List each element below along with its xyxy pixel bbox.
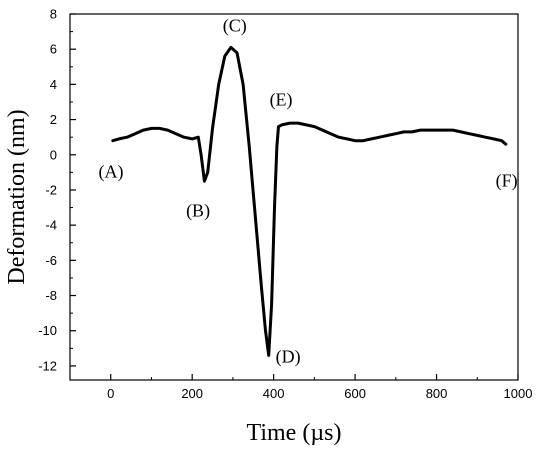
y-tick-label: -4: [45, 218, 57, 233]
annotation-layer: (A) (B) (C) (D) (E) (F): [99, 16, 518, 368]
point-annotation: (A): [99, 162, 124, 183]
point-annotation: (D): [276, 346, 301, 367]
deformation-line: [111, 45, 508, 357]
x-tick-label: 600: [344, 386, 366, 401]
point-annotation: (B): [186, 200, 210, 221]
y-tick-label: 6: [50, 42, 57, 57]
y-tick-label: 2: [50, 112, 57, 127]
x-tick-label: 400: [263, 386, 285, 401]
point-annotation: (E): [270, 90, 293, 111]
x-tick-label: 0: [107, 386, 114, 401]
plot-frame: [69, 13, 519, 381]
y-tick-label: -8: [45, 288, 57, 303]
point-annotation: (C): [223, 16, 247, 37]
ticks-layer: 0 200 400 600 800 1000 8 6 4 2 0 -2 -4 -6 -8 -10 -12: [38, 7, 532, 402]
x-tick-label: 1000: [504, 386, 533, 401]
y-tick-label: 4: [50, 77, 57, 92]
point-annotation: (F): [496, 170, 518, 191]
y-tick-label: -12: [38, 358, 57, 373]
y-tick-label: -10: [38, 323, 57, 338]
x-axis-title: Time (µs): [247, 420, 342, 446]
x-tick-label: 800: [426, 386, 448, 401]
x-tick-label: 200: [181, 386, 203, 401]
y-tick-label: 0: [50, 147, 57, 162]
y-tick-label: -6: [45, 253, 57, 268]
y-axis-title: Deformation (nm): [4, 109, 30, 284]
y-tick-label: -2: [45, 182, 57, 197]
y-tick-label: 8: [50, 7, 57, 22]
